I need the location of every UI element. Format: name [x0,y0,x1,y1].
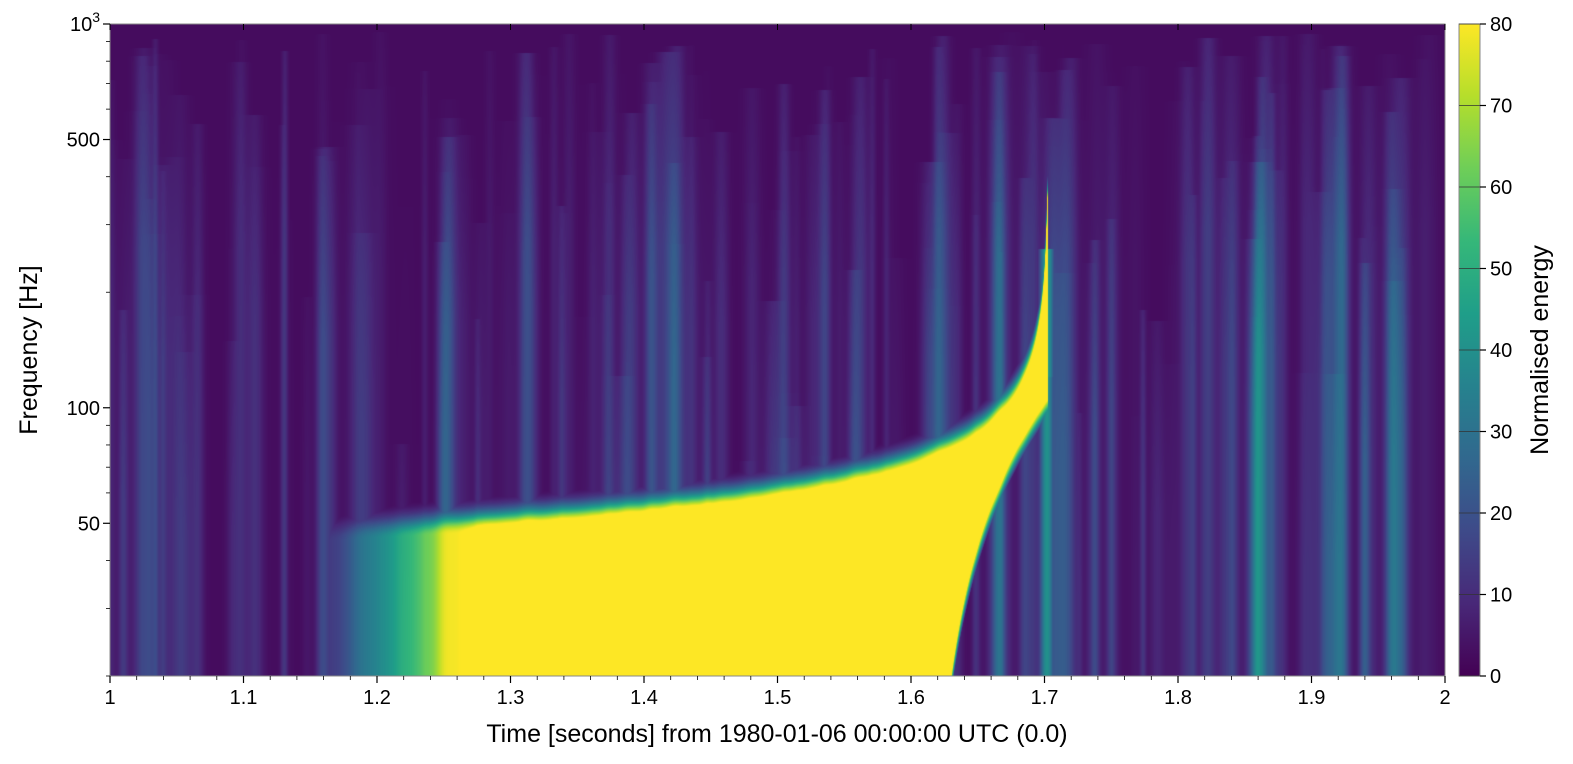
x-axis: 1 1.1 1.2 1.3 1.4 1.5 1.6 1.7 1.8 1.9 2 [104,24,1451,709]
x-tick-label: 1.7 [1031,687,1059,709]
colorbar-tick-label: 40 [1490,340,1512,362]
y-tick-label-text: 10 [70,14,92,36]
x-tick-label: 1.9 [1298,687,1326,709]
y-tick-label-text: 500 [67,130,100,152]
y-tick-label-text: 100 [67,398,100,420]
x-tick-label: 1.6 [897,687,925,709]
y-tick-label-exponent: 3 [92,9,100,25]
x-tick-label: 1.1 [230,687,258,709]
colorbar-label: Normalised energy [1526,245,1554,455]
colorbar-tick-label: 70 [1490,96,1512,118]
y-tick-label: 103 [70,9,100,36]
colorbar-tick-label: 0 [1490,666,1501,688]
y-tick-label: 100 [67,398,100,420]
colorbar-tick-label: 80 [1490,14,1512,36]
x-tick-label: 1.3 [497,687,525,709]
x-tick-label: 1 [104,687,115,709]
y-tick-label: 50 [78,513,100,535]
x-tick-label: 2 [1439,687,1450,709]
colorbar-tick-label: 50 [1490,259,1512,281]
x-tick-label: 1.8 [1164,687,1192,709]
y-tick-label-text: 50 [78,513,100,535]
colorbar-tick-label: 10 [1490,585,1512,607]
heatmap-area [110,24,1445,676]
spectrogram-heatmap [110,24,1445,676]
x-axis-label: Time [seconds] from 1980-01-06 00:00:00 … [486,720,1067,748]
colorbar: 0 10 20 30 40 50 60 70 80 Normalised energy [1458,14,1554,688]
colorbar-tick-label: 60 [1490,177,1512,199]
colorbar-tick-label: 30 [1490,422,1512,444]
colorbar-tick-label: 20 [1490,503,1512,525]
x-tick-label: 1.2 [363,687,391,709]
y-tick-label: 500 [67,130,100,152]
y-axis: 50 100 500 103 [67,9,110,677]
colorbar-ticks: 0 10 20 30 40 50 60 70 80 [1459,14,1512,688]
x-tick-label: 1.4 [630,687,658,709]
x-tick-label: 1.5 [764,687,792,709]
y-axis-label: Frequency [Hz] [15,265,43,435]
